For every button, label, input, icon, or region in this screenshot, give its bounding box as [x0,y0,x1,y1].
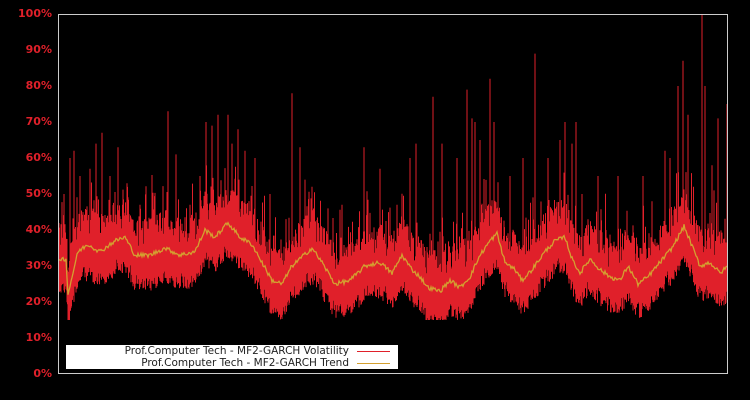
legend-swatch-trend [357,362,390,364]
legend-swatch-volatility [357,350,390,352]
trend-series [58,221,728,295]
legend-label-trend: Prof.Computer Tech - MF2-GARCH Trend [141,357,349,369]
y-tick-label: 70% [25,115,52,128]
y-tick-label: 100% [18,7,52,20]
y-tick-label: 50% [25,187,52,200]
legend-item-volatility: Prof.Computer Tech - MF2-GARCH Volatilit… [125,345,390,357]
y-tick-label: 20% [25,295,52,308]
y-tick-label: 30% [25,259,52,272]
y-tick-label: 80% [25,79,52,92]
legend-label-volatility: Prof.Computer Tech - MF2-GARCH Volatilit… [124,345,349,357]
legend-item-trend: Prof.Computer Tech - MF2-GARCH Trend [141,357,390,369]
y-tick-label: 40% [25,223,52,236]
plot-frame [58,14,728,374]
y-tick-label: 10% [25,331,52,344]
y-tick-label: 60% [25,151,52,164]
y-tick-label: 0% [33,367,52,380]
plot-area [58,14,728,320]
legend: Prof.Computer Tech - MF2-GARCH Volatilit… [66,345,398,369]
y-tick-label: 90% [25,43,52,56]
